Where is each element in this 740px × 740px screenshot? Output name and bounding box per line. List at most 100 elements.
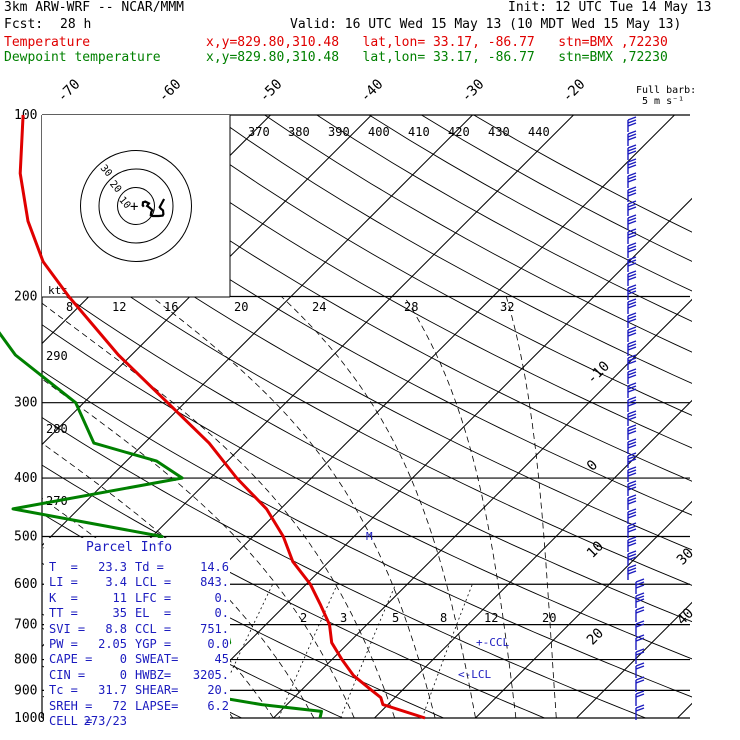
wind-barb-flag (627, 332, 637, 337)
parcel-info-value: 11 (112, 590, 127, 605)
wind-barb-flag (627, 539, 637, 544)
parcel-info-key: LAPSE= (135, 698, 179, 713)
parcel-info-row: T = 23.3 Td = 14.6 (49, 560, 229, 574)
wind-barb-flag (627, 287, 637, 292)
parcel-info-key: Tc = (49, 683, 78, 698)
wind-barb-flag (635, 584, 645, 589)
wind-barb-flag (627, 564, 637, 569)
parcel-info-value: 35 (112, 606, 127, 621)
parcel-info-row: CIN = 0 HWBZ= 3205. (49, 668, 229, 682)
wind-barb-flag (627, 500, 637, 505)
wind-barb-flag (627, 497, 637, 502)
wind-barb-flag (627, 301, 637, 306)
parcel-info-panel: Parcel Info T = 23.3 Td = 14.6 LI = 3.4 LCL = 8… (44, 538, 230, 738)
wind-barb-flag (627, 430, 637, 435)
parcel-info-key: LCL = (135, 575, 172, 590)
wind-barb-flag (635, 595, 645, 600)
wind-barb-flag (627, 312, 637, 317)
wind-barb-flag (627, 284, 637, 289)
dry-adiabat (212, 115, 692, 384)
wind-barb-flag (627, 514, 637, 519)
parcel-info-key: TT = (49, 606, 78, 621)
wind-barb-flag (627, 220, 637, 225)
thetae-label: 290 (46, 349, 68, 363)
wind-barb-flag (627, 133, 637, 138)
wind-barb-flag (627, 486, 637, 491)
hodograph-ring (117, 187, 155, 225)
wind-barb-flag (627, 217, 637, 222)
wind-barb-flag (627, 466, 637, 471)
parcel-info-key: K = (49, 590, 78, 605)
wind-barb-flag (627, 469, 637, 474)
wind-barb-flag (627, 116, 637, 121)
wind-barb-flag (627, 248, 637, 253)
isotherm-label: 20 (584, 625, 607, 648)
wind-barb-flag (627, 242, 637, 247)
wind-barb-flag (627, 371, 637, 376)
top-scale-label: 16 (164, 300, 178, 314)
top-scale-label: 20 (234, 300, 248, 314)
wind-barb-flag (635, 679, 645, 684)
wind-barb-flag (627, 214, 637, 219)
wind-barb-flag (627, 424, 637, 429)
wind-barb-flag (627, 570, 637, 575)
wind-barb-flag (627, 385, 637, 390)
wind-barb-flag (627, 542, 637, 547)
parcel-info-row: PW = 2.05 YGP = 0.0 (49, 637, 229, 651)
parcel-info-value: 0 (119, 652, 127, 667)
wind-barb-flag (627, 413, 637, 418)
isotherm (42, 115, 372, 446)
hodograph-bg (42, 115, 230, 297)
wind-barb-flag (627, 161, 637, 166)
lcl-marker: <-LCL (458, 668, 491, 681)
wind-barb-flag (627, 444, 637, 449)
pressure-tick-label: 800 (14, 653, 37, 668)
wind-barb-flag (627, 150, 637, 155)
wind-barb-flag (635, 592, 645, 597)
isotherm (374, 399, 692, 718)
parcel-info-key: CAPE = (49, 652, 93, 667)
parcel-info-value: 31.7 (98, 683, 127, 698)
wind-barb-flag (627, 550, 637, 555)
dry-adiabat (264, 115, 692, 353)
wind-barb-flag (627, 144, 637, 149)
parcel-info-key: HWBZ= (135, 667, 172, 682)
moist-adiabat (42, 442, 315, 718)
wind-barb-flag (627, 553, 637, 558)
hodograph-ring (98, 168, 174, 244)
hodograph-center: + (130, 199, 138, 215)
wind-barb-flag (635, 581, 645, 586)
wind-barb-flag (627, 452, 637, 457)
wind-barb-flag (627, 276, 637, 281)
init-time: Init: 12 UTC Tue 14 May 13 (508, 0, 712, 15)
mixing-ratio-label: 8 (440, 611, 447, 625)
dry-adiabat (42, 146, 692, 516)
mixing-ratio-label: 3 (340, 611, 347, 625)
wind-barb-flag (627, 200, 637, 205)
theta-label: 430 (488, 125, 510, 139)
wind-barb-flag (635, 651, 645, 656)
wind-barb-flag (627, 525, 637, 530)
top-scale-label: 28 (404, 300, 418, 314)
top-scale-label: 12 (112, 300, 126, 314)
wind-barb-flag (627, 528, 637, 533)
wind-barb-flag (627, 556, 637, 561)
pressure-tick-label: 200 (14, 290, 37, 305)
forecast-label: Fcst: (4, 17, 44, 32)
mixing-ratio-line (421, 584, 473, 718)
wind-barb-flag (627, 186, 637, 191)
theta-label: 380 (288, 125, 310, 139)
wind-barb-flag (635, 606, 645, 611)
wind-barb-flag (635, 637, 645, 642)
dry-adiabat (42, 190, 692, 551)
wind-barb-flag (627, 326, 637, 331)
theta-label: 440 (528, 125, 550, 139)
thetae-label: 280 (46, 422, 68, 436)
legend-temperature-name: Temperature (4, 35, 91, 50)
parcel-info-key: CELL = (49, 714, 93, 728)
legend-dewpoint-name: Dewpoint temperature (4, 50, 161, 65)
wind-barb-flag (627, 192, 637, 197)
wind-barb-flag (627, 172, 637, 177)
wind-barb-flag (627, 178, 637, 183)
